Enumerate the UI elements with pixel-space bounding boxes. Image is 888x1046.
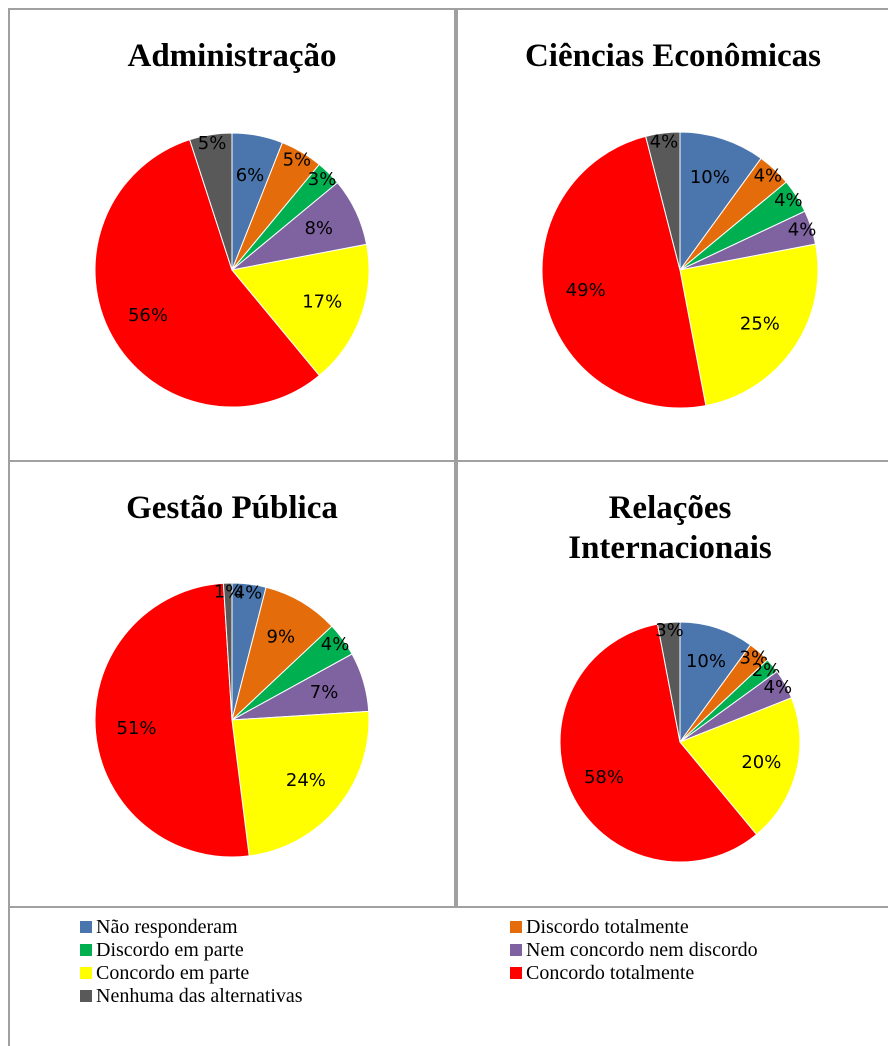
pie-slice bbox=[94, 139, 321, 408]
pie-slice bbox=[222, 582, 233, 721]
legend-label: Nem concordo nem discordo bbox=[526, 939, 758, 961]
legend-item: Não responderam bbox=[80, 916, 238, 938]
data-label: 4% bbox=[754, 165, 783, 186]
data-label: 58% bbox=[584, 767, 624, 788]
data-label: 17% bbox=[302, 291, 342, 312]
data-label: 7% bbox=[310, 682, 339, 703]
data-label: 1% bbox=[214, 582, 243, 603]
legend-item: Nem concordo nem discordo bbox=[510, 939, 758, 961]
legend-swatch bbox=[80, 944, 92, 956]
data-label: 49% bbox=[566, 280, 606, 301]
legend-item: Nenhuma das alternativas bbox=[80, 985, 303, 1007]
pie-slice bbox=[541, 135, 707, 409]
data-label: 25% bbox=[740, 313, 780, 334]
legend-item: Discordo em parte bbox=[80, 939, 244, 961]
legend-swatch bbox=[510, 944, 522, 956]
data-label: 51% bbox=[117, 718, 157, 739]
chart-title: Relações Internacionais bbox=[568, 490, 772, 566]
legend-label: Não responderam bbox=[96, 916, 238, 938]
chart-title: Gestão Pública bbox=[126, 490, 338, 526]
legend-item: Concordo totalmente bbox=[510, 962, 694, 984]
legend-label: Concordo totalmente bbox=[526, 962, 695, 984]
data-label: 4% bbox=[764, 677, 793, 698]
pie-slice bbox=[679, 621, 752, 744]
pie-slice bbox=[645, 131, 681, 271]
data-label: 3% bbox=[740, 647, 769, 668]
legend-swatch bbox=[80, 921, 92, 933]
data-label: 5% bbox=[283, 149, 312, 170]
pie-slice bbox=[559, 623, 758, 863]
data-label: 3% bbox=[655, 620, 684, 641]
data-label: 3% bbox=[308, 169, 337, 190]
pie-slice bbox=[679, 697, 801, 836]
legend: Não responderam Discordo totalmente Discor… bbox=[8, 906, 888, 1046]
legend-label: Discordo em parte bbox=[96, 939, 244, 961]
legend-label: Concordo em parte bbox=[96, 962, 250, 984]
pie-slice bbox=[231, 710, 370, 857]
chart-title: Administração bbox=[127, 38, 337, 74]
legend-swatch bbox=[80, 990, 92, 1002]
data-label: 20% bbox=[741, 752, 781, 773]
pie-slice bbox=[679, 243, 819, 407]
data-label: 10% bbox=[690, 167, 730, 188]
data-label: 5% bbox=[198, 133, 227, 154]
legend-item: Concordo em parte bbox=[80, 962, 249, 984]
pie-slice bbox=[679, 131, 762, 272]
data-label: 4% bbox=[321, 634, 350, 655]
pie-slice bbox=[189, 132, 233, 271]
data-label: 4% bbox=[234, 583, 263, 604]
legend-swatch bbox=[510, 921, 522, 933]
legend-item: Discordo totalmente bbox=[510, 916, 689, 938]
legend-swatch bbox=[510, 967, 522, 979]
legend-label: Nenhuma das alternativas bbox=[96, 985, 303, 1007]
data-label: 8% bbox=[304, 218, 333, 239]
data-label: 6% bbox=[236, 165, 265, 186]
data-label: 24% bbox=[286, 770, 326, 791]
chart-title: Ciências Econômicas bbox=[524, 38, 822, 74]
data-label: 56% bbox=[128, 305, 168, 326]
data-label: 4% bbox=[650, 132, 679, 153]
pie-slice bbox=[231, 243, 370, 377]
pie-slice bbox=[94, 582, 250, 858]
data-label: 4% bbox=[774, 190, 803, 211]
data-label: 9% bbox=[267, 626, 296, 647]
data-label: 10% bbox=[686, 651, 726, 672]
pie-slice bbox=[656, 621, 681, 743]
legend-swatch bbox=[80, 967, 92, 979]
data-label: 4% bbox=[788, 219, 817, 240]
legend-label: Discordo totalmente bbox=[526, 916, 689, 938]
